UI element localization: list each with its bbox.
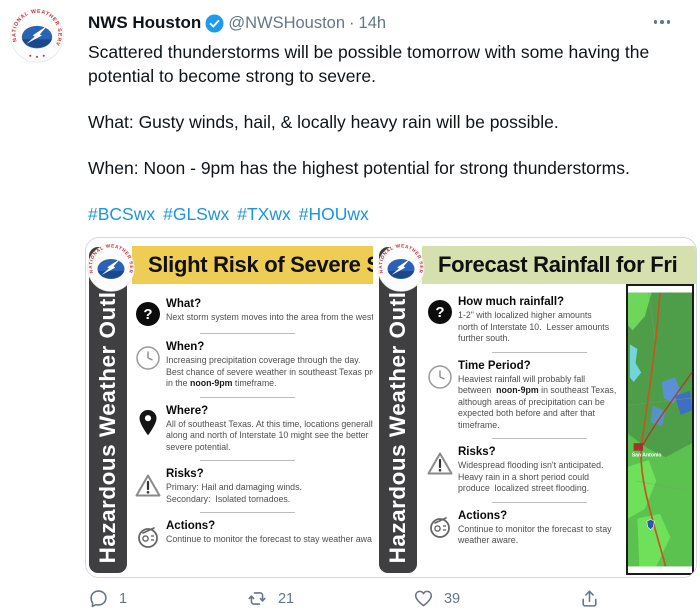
author-name[interactable]: NWS Houston (88, 13, 202, 32)
reply-count: 1 (119, 590, 128, 607)
section-body: in southeast Texas, although areas of pr… (458, 385, 617, 430)
timestamp[interactable]: 14h (358, 13, 387, 32)
section-divider (492, 351, 587, 353)
section-divider (200, 333, 295, 334)
sidebar-vertical-label: Hazardous Weather Outlook (94, 249, 120, 563)
nws-logo-icon: NATIONAL WEATHER SERVICE (87, 244, 135, 292)
section-where: Where? All of southeast Texas. At this t… (130, 405, 373, 454)
card-sections: ? What? Next storm system moves into the… (130, 298, 373, 552)
media-image-severe-outlook[interactable]: Hazardous Weather Outlook Slight Risk of… (86, 238, 373, 577)
hashtag-link[interactable]: #HOUwx (298, 204, 369, 224)
hazardous-outlook-sidebar: Hazardous Weather Outlook (89, 247, 127, 573)
section-body: Next storm system moves into the area fr… (166, 312, 373, 322)
tweet-actions: 1 21 39 (88, 588, 600, 609)
weather-radio-icon (138, 527, 158, 548)
share-icon (582, 590, 597, 607)
section-divider (492, 501, 587, 503)
tweet-paragraph: What: Gusty winds, hail, & locally heavy… (88, 112, 559, 132)
hazardous-outlook-sidebar: Hazardous Weather Outlook (379, 247, 417, 573)
section-divider (200, 396, 295, 398)
section-risks: Risks? Widespread flooding isn't anticip… (422, 446, 628, 495)
avatar[interactable]: NATIONAL WEATHER SERVICE (10, 9, 64, 63)
section-body: Continue to monitor the forecast to stay… (458, 523, 612, 546)
media-image-rainfall-forecast[interactable]: Hazardous Weather Outlook Forecast Rainf… (376, 238, 696, 577)
section-heading: Actions? (458, 509, 508, 522)
retweet-icon (248, 592, 266, 605)
section-heading: What? (166, 298, 202, 310)
section-how-much: ? How much rainfall? 1-2" with localized… (422, 296, 628, 345)
tweet-paragraph: Scattered thunderstorms will be possible… (88, 42, 650, 86)
section-heading: When? (166, 341, 205, 353)
section-body: Primary: Hail and damaging winds. Second… (166, 482, 302, 504)
rainfall-map: San Antonio (626, 284, 694, 575)
hashtag-link[interactable]: #BCSwx (88, 204, 156, 224)
section-risks: Risks? Primary: Hail and damaging winds.… (130, 468, 373, 505)
meta-separator: · (349, 13, 355, 32)
section-body: Heaviest rainfall will probably fall bet… (458, 373, 586, 396)
card-title: Forecast Rainfall for Fri (438, 252, 678, 277)
like-button[interactable]: 39 (413, 588, 460, 609)
reply-button[interactable]: 1 (88, 588, 127, 609)
section-heading: Risks? (458, 446, 496, 458)
location-pin-icon (139, 409, 157, 435)
retweet-button[interactable]: 21 (246, 588, 294, 609)
card-title-bar: Slight Risk of Severe St (132, 246, 373, 284)
section-body: Continue to monitor the forecast to stay… (166, 534, 372, 544)
section-body: Widespread flooding isn't anticipated. H… (458, 460, 604, 493)
section-body-bold: noon-9pm (496, 385, 539, 395)
section-heading: How much rainfall? (458, 296, 565, 308)
section-body: All of southeast Texas. At this time, lo… (166, 418, 373, 452)
section-heading: Actions? (166, 520, 216, 532)
tweet-text: Scattered thunderstorms will be possible… (88, 40, 680, 226)
section-divider (200, 460, 295, 461)
tweet-header: NWS Houston @NWSHouston · 14h (88, 13, 386, 33)
section-heading: Risks? (166, 468, 204, 480)
warning-triangle-icon (427, 452, 453, 475)
hashtag-link[interactable]: #GLSwx (163, 204, 230, 224)
warning-triangle-icon (135, 474, 161, 497)
clock-icon (428, 364, 452, 389)
clock-icon (136, 346, 160, 370)
reply-icon (90, 590, 107, 608)
like-icon (414, 590, 433, 607)
share-button[interactable] (579, 588, 600, 609)
more-options-icon[interactable] (650, 16, 675, 28)
section-divider (200, 512, 295, 513)
nws-logo-icon: NATIONAL WEATHER SERVICE (377, 244, 425, 292)
card-title-bar: Forecast Rainfall for Fri (422, 246, 696, 284)
media-attachments: Hazardous Weather Outlook Slight Risk of… (85, 237, 697, 578)
retweet-count: 21 (277, 590, 295, 607)
section-body: timeframe. (232, 378, 277, 388)
section-body-bold: noon-9pm (189, 378, 233, 388)
hashtag-row: #BCSwx #GLSwx #TXwx #HOUwx (88, 202, 680, 226)
card-title: Slight Risk of Severe St (148, 252, 373, 277)
like-count: 39 (443, 590, 461, 607)
hashtag-link[interactable]: #TXwx (237, 204, 291, 224)
nws-logo-icon: NATIONAL WEATHER SERVICE (10, 9, 64, 63)
section-time-period: Time Period? Heaviest rainfall will prob… (422, 360, 628, 432)
author-handle[interactable]: @NWSHouston (228, 13, 346, 32)
weather-radio-icon (430, 516, 450, 538)
section-body: 1-2" with localized higher amounts north… (458, 310, 610, 343)
section-actions: Actions? Continue to monitor the forecas… (422, 510, 628, 547)
verified-badge-icon (205, 14, 224, 32)
section-what: ? What? Next storm system moves into the… (130, 298, 373, 326)
section-heading: Where? (166, 404, 209, 417)
section-body: Increasing precipitation coverage throug… (166, 355, 373, 388)
question-mark-icon: ? (428, 300, 452, 324)
section-when: When? Increasing precipitation coverage … (130, 341, 373, 390)
section-actions: Actions? Continue to monitor the forecas… (130, 520, 373, 550)
section-heading: Time Period? (458, 359, 531, 372)
section-divider (492, 438, 587, 439)
card-sections: ? How much rainfall? 1-2" with localized… (422, 296, 628, 549)
map-city-label: San Antonio (632, 452, 662, 458)
tweet-paragraph: When: Noon - 9pm has the highest potenti… (88, 158, 630, 178)
sidebar-vertical-label: Hazardous Weather Outlook (384, 249, 410, 563)
question-mark-icon: ? (136, 302, 160, 326)
